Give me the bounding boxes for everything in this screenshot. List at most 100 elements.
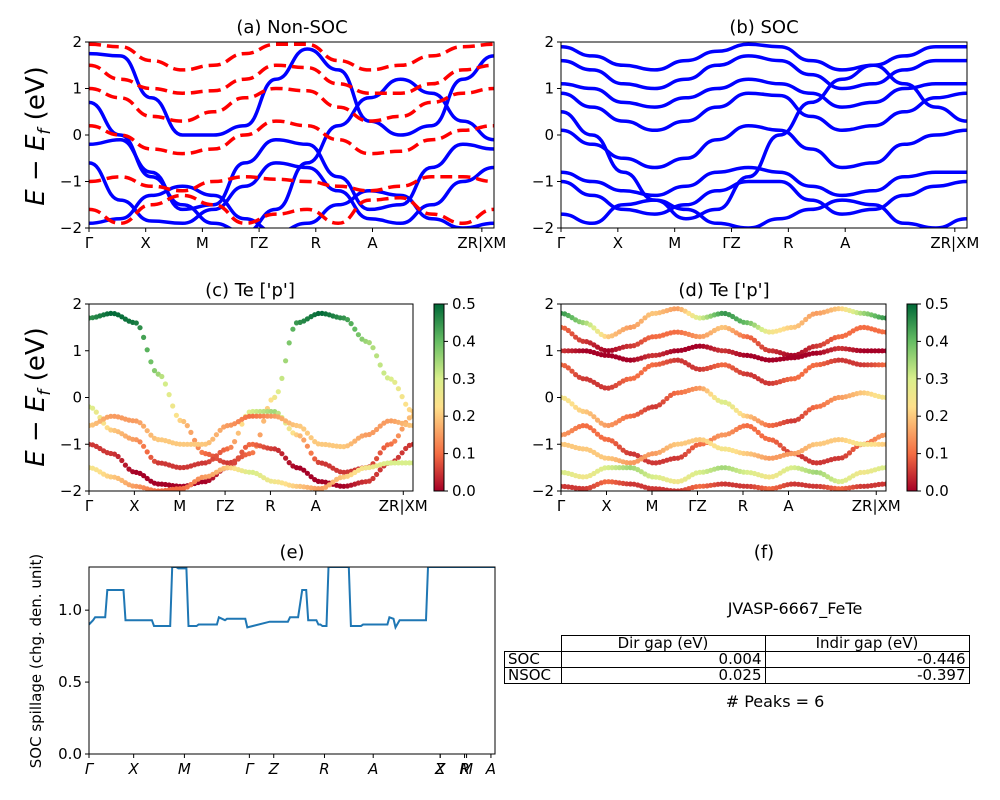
x-tick-label: R bbox=[265, 497, 275, 515]
projected-band-point bbox=[835, 486, 842, 491]
colorbar-tick-label: 0.0 bbox=[925, 482, 949, 500]
projected-band-point bbox=[835, 345, 842, 351]
projected-band-point bbox=[609, 465, 615, 471]
projected-band-point bbox=[388, 376, 394, 382]
projected-band-point bbox=[395, 433, 401, 439]
projected-band-point bbox=[602, 347, 608, 354]
panel-c: (c) Te ['p'] E − Ef (eV) −2 −1 0 1 2 Γ X M ΓZ R A Z… bbox=[21, 280, 476, 515]
projected-band-point bbox=[565, 327, 571, 334]
projected-band-point bbox=[286, 340, 292, 346]
projected-band-point bbox=[751, 337, 758, 343]
projected-band-point bbox=[682, 451, 688, 458]
y-tick-label: 0.5 bbox=[58, 673, 82, 691]
projected-band-point bbox=[879, 348, 885, 354]
y-tick-label: −2 bbox=[60, 219, 82, 237]
x-tick-label: Γ bbox=[85, 497, 94, 515]
projected-band-point bbox=[803, 316, 809, 323]
projected-band-point bbox=[348, 321, 354, 327]
y-tick-label: 1 bbox=[72, 342, 82, 360]
projected-band-point bbox=[857, 469, 863, 476]
x-tick-label: Γ bbox=[85, 234, 94, 252]
projected-band-point bbox=[883, 329, 886, 335]
projected-band-point bbox=[326, 482, 332, 488]
projected-band-point bbox=[591, 325, 597, 331]
projected-band-point bbox=[671, 329, 677, 335]
x-tick-label: Z bbox=[434, 760, 446, 778]
projected-band-point bbox=[861, 441, 867, 447]
projected-band-point bbox=[308, 450, 314, 456]
x-tick-label: M bbox=[178, 760, 191, 778]
projected-band-point bbox=[177, 486, 183, 491]
projected-band-point bbox=[261, 418, 267, 424]
projected-band-point bbox=[304, 470, 310, 476]
projected-band-point bbox=[344, 317, 351, 323]
panel-a-ylabel: E − Ef (eV) bbox=[21, 66, 55, 206]
projected-band-point bbox=[587, 411, 593, 417]
soc-band-line bbox=[561, 179, 967, 216]
projected-band-point bbox=[744, 483, 750, 489]
projected-band-point bbox=[141, 334, 147, 340]
colorbar-tick-label: 0.4 bbox=[452, 332, 476, 350]
projected-band-point bbox=[352, 326, 358, 332]
panel-c-ylabel: E − Ef (eV) bbox=[21, 327, 55, 467]
projected-band-point bbox=[799, 448, 805, 454]
projected-band-point bbox=[642, 366, 648, 372]
projected-band-point bbox=[635, 321, 641, 327]
projected-band-point bbox=[188, 481, 194, 488]
y-tick-label: 2 bbox=[72, 295, 82, 313]
peaks-count: # Peaks = 6 bbox=[726, 692, 825, 711]
panel-d-plot bbox=[561, 306, 886, 491]
x-tick-label: A bbox=[311, 497, 322, 515]
projected-band-point bbox=[766, 348, 772, 354]
panel-e-ylabel: SOC spillage (chg. den. unit) bbox=[27, 554, 45, 769]
projected-band-point bbox=[799, 371, 805, 377]
projected-band-point bbox=[250, 413, 256, 419]
projected-band-point bbox=[879, 329, 885, 335]
projected-band-point bbox=[755, 429, 761, 435]
projected-band-point bbox=[883, 362, 886, 368]
projected-band-point bbox=[395, 386, 401, 392]
projected-band-point bbox=[275, 389, 281, 395]
spillage-line bbox=[89, 567, 495, 631]
projected-band-point bbox=[195, 441, 201, 447]
projected-band-point bbox=[384, 460, 391, 466]
x-tick-label: A bbox=[367, 234, 378, 252]
projected-band-point bbox=[148, 432, 154, 438]
soc-dir-gap: 0.004 bbox=[560, 651, 766, 668]
x-tick-label: Γ bbox=[85, 760, 95, 778]
projected-band-point bbox=[751, 426, 758, 432]
panel-f: (f) JVASP-6667_FeTe # Peaks = 6 bbox=[726, 542, 863, 711]
projected-band-point bbox=[224, 465, 230, 471]
gap-table-row: NSOC 0.025 -0.397 bbox=[504, 667, 970, 684]
x-tick-label: M bbox=[173, 497, 186, 515]
projected-band-point bbox=[883, 481, 886, 487]
projected-band-point bbox=[141, 423, 147, 429]
projected-band-point bbox=[177, 465, 183, 471]
projected-band-point bbox=[144, 475, 150, 482]
x-tick-label: A bbox=[485, 760, 496, 778]
x-tick-label: X bbox=[434, 760, 446, 778]
panel-c-plot bbox=[89, 310, 413, 491]
projected-band-point bbox=[569, 348, 575, 354]
projected-band-point bbox=[315, 486, 321, 491]
colorbar-tick-label: 0.1 bbox=[452, 445, 476, 463]
projected-band-point bbox=[93, 409, 99, 415]
y-tick-label: 1.0 bbox=[58, 601, 82, 619]
row-label-soc: SOC bbox=[504, 651, 562, 668]
projected-band-point bbox=[868, 441, 874, 447]
y-tick-label: 2 bbox=[544, 295, 554, 313]
projected-band-point bbox=[192, 437, 198, 443]
projected-band-point bbox=[115, 453, 121, 460]
projected-band-point bbox=[257, 413, 263, 419]
projected-band-point bbox=[141, 473, 147, 479]
projected-band-point bbox=[616, 465, 622, 471]
colorbar-c bbox=[433, 303, 445, 492]
projected-band-point bbox=[137, 420, 143, 426]
projected-band-point bbox=[301, 426, 307, 432]
projected-band-point bbox=[671, 348, 677, 354]
projected-band-point bbox=[671, 357, 677, 363]
nsoc-dir-gap: 0.025 bbox=[560, 667, 766, 684]
y-tick-label: 2 bbox=[544, 33, 554, 51]
projected-band-point bbox=[122, 462, 128, 468]
